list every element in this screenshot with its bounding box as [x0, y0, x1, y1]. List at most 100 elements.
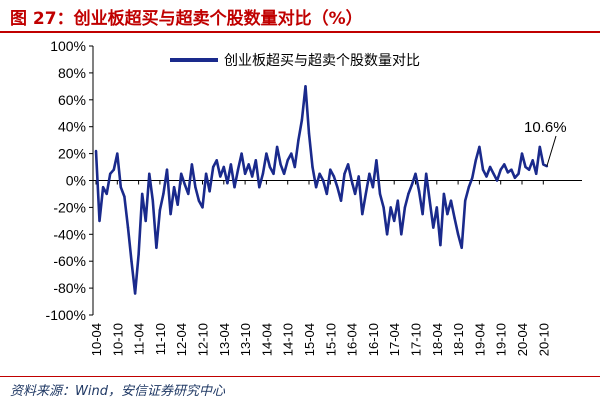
x-tick-label: 15-04 [302, 323, 317, 356]
data-point [297, 139, 300, 142]
data-point [499, 168, 502, 171]
x-tick-label: 11-04 [132, 323, 147, 355]
x-tick-label: 18-04 [430, 323, 445, 356]
data-point [162, 192, 165, 196]
data-point [389, 206, 392, 209]
x-tick-label: 19-10 [494, 323, 509, 356]
data-point [133, 292, 137, 295]
y-tick-label: 0% [66, 173, 86, 189]
data-point [371, 186, 375, 189]
data-point [446, 212, 449, 216]
data-point [148, 172, 151, 175]
data-point [112, 168, 116, 171]
data-point [187, 192, 190, 196]
y-tick-label: 80% [58, 65, 86, 81]
data-point [407, 192, 410, 196]
data-point [531, 159, 534, 162]
data-point [535, 172, 538, 175]
data-point [212, 165, 215, 169]
data-point [197, 199, 201, 202]
data-point [119, 186, 123, 189]
annotation-label: 10.6% [524, 119, 567, 136]
data-point [201, 206, 204, 209]
data-point [322, 179, 325, 182]
footer-divider [0, 376, 600, 377]
data-point [542, 163, 545, 166]
data-point [478, 145, 481, 149]
data-point [254, 159, 257, 162]
data-point [467, 186, 470, 189]
data-point [123, 195, 126, 198]
data-point [240, 152, 243, 155]
y-tick-label: 40% [58, 119, 86, 135]
data-point [286, 159, 289, 162]
data-point [304, 85, 307, 88]
data-point [346, 163, 350, 166]
data-point [396, 199, 399, 202]
data-point [385, 233, 389, 236]
annotation: 10.6% [524, 119, 567, 167]
data-point [329, 168, 332, 171]
data-point [538, 145, 541, 149]
data-point [474, 159, 477, 162]
data-point [233, 186, 236, 189]
data-point [524, 165, 527, 169]
x-tick-label: 17-10 [409, 323, 424, 356]
data-point [442, 192, 446, 196]
data-point [517, 172, 520, 175]
data-point [176, 203, 179, 206]
data-point [503, 163, 506, 166]
x-tick-label: 14-04 [259, 323, 274, 356]
x-tick-label: 15-10 [323, 323, 338, 356]
x-tick-label: 19-04 [472, 323, 487, 356]
data-point [275, 145, 279, 149]
y-tick-label: -80% [53, 280, 86, 296]
y-tick-label: 60% [58, 92, 86, 108]
data-point [307, 132, 311, 135]
x-tick-label: 10-04 [89, 323, 104, 356]
data-point [361, 212, 364, 216]
data-point [495, 179, 499, 182]
data-point [378, 192, 382, 196]
data-point [336, 186, 339, 189]
data-point [293, 165, 296, 169]
data-point [318, 172, 321, 175]
data-point [481, 168, 485, 171]
data-point [410, 183, 414, 186]
data-point [105, 192, 108, 196]
data-point [357, 175, 360, 178]
data-point [158, 208, 162, 212]
data-point [375, 159, 378, 162]
data-point [251, 175, 254, 178]
data-point [180, 172, 183, 175]
data-point [222, 165, 225, 169]
data-point [236, 168, 240, 171]
data-point [453, 217, 456, 220]
data-point [485, 175, 488, 178]
x-tick-label: 20-04 [515, 323, 530, 356]
data-point [353, 192, 357, 196]
data-point [464, 199, 467, 202]
data-point [290, 152, 293, 155]
data-point [279, 163, 282, 166]
data-point [137, 253, 140, 256]
data-point [432, 226, 435, 229]
x-tick-label: 12-10 [196, 323, 211, 356]
data-point [471, 176, 474, 179]
data-point [368, 172, 371, 175]
annotation-pointer [546, 135, 557, 167]
data-point [98, 219, 101, 223]
y-tick-label: 100% [50, 38, 86, 54]
series-line [94, 85, 548, 295]
data-point [194, 186, 197, 189]
data-point [130, 260, 133, 263]
data-point [435, 206, 438, 209]
data-point [417, 190, 421, 193]
chart-title: 图 27：创业板超买与超卖个股数量对比（%） [10, 9, 363, 29]
data-point [265, 152, 268, 155]
data-point [190, 163, 194, 166]
data-point [439, 243, 442, 247]
data-point [126, 226, 130, 229]
data-point [169, 212, 172, 216]
